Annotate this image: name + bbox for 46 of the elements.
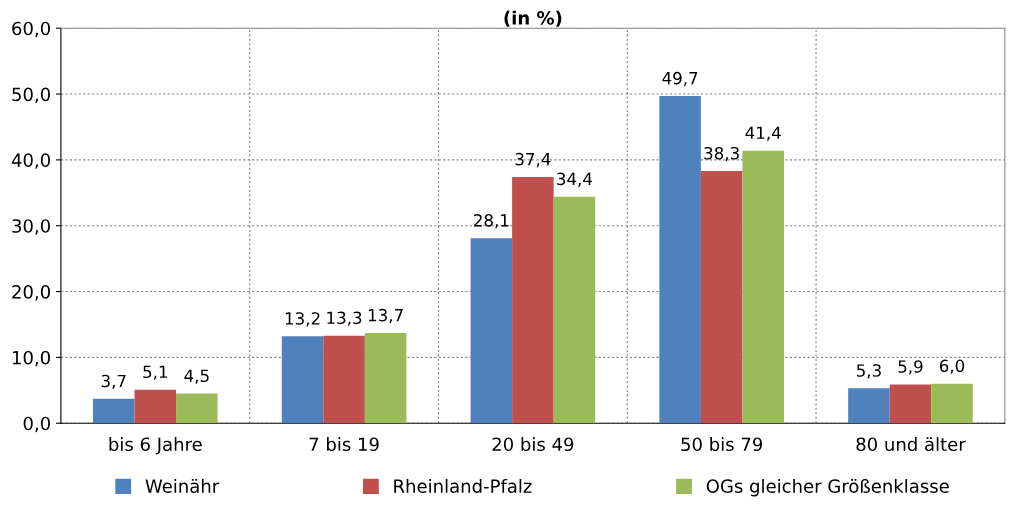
data-label: 34,4 bbox=[557, 172, 593, 187]
x-tick-label: 7 bis 19 bbox=[309, 437, 379, 452]
data-label: 49,7 bbox=[662, 71, 698, 87]
data-label: 28,1 bbox=[474, 214, 509, 229]
data-label: 13,7 bbox=[368, 308, 403, 324]
bar bbox=[176, 393, 218, 424]
data-label: 5,1 bbox=[143, 365, 168, 380]
bar bbox=[323, 335, 365, 424]
bar bbox=[889, 384, 932, 424]
data-label: 3,7 bbox=[101, 374, 126, 389]
y-tick-label: 40,0 bbox=[11, 153, 50, 169]
data-label: 5,3 bbox=[856, 364, 881, 379]
x-tick-label: 80 und älter bbox=[856, 437, 966, 452]
x-tick-label: 20 bis 49 bbox=[492, 437, 574, 452]
data-label: 4,5 bbox=[184, 369, 209, 384]
bar bbox=[700, 171, 743, 424]
bar bbox=[848, 388, 890, 424]
y-tick-label: 0,0 bbox=[23, 416, 50, 433]
y-tick-label: 10,0 bbox=[12, 350, 50, 367]
data-label: 41,4 bbox=[745, 126, 781, 141]
data-label: 13,3 bbox=[327, 311, 362, 326]
bar bbox=[470, 238, 513, 424]
data-label: 37,4 bbox=[515, 152, 551, 168]
bar bbox=[134, 389, 177, 424]
y-tick-label: 60,0 bbox=[12, 21, 50, 38]
legend-label: Rheinland-Pfalz bbox=[394, 478, 532, 493]
bar bbox=[659, 96, 701, 424]
bar bbox=[512, 177, 554, 424]
y-tick-label: 50,0 bbox=[12, 87, 50, 104]
bar bbox=[553, 196, 596, 424]
bar bbox=[281, 336, 324, 424]
bar bbox=[742, 150, 784, 424]
data-label: 38,3 bbox=[704, 146, 739, 162]
legend-label: OGs gleicher Größenklasse bbox=[706, 478, 949, 497]
data-label: 5,9 bbox=[898, 360, 923, 375]
data-label: 13,2 bbox=[285, 312, 320, 327]
data-label: 6,0 bbox=[939, 359, 965, 374]
chart-title: (in %) bbox=[504, 10, 562, 27]
legend-label: Weinähr bbox=[145, 478, 220, 493]
x-tick-label: 50 bis 79 bbox=[681, 437, 763, 452]
y-tick-label: 30,0 bbox=[12, 219, 50, 235]
bar bbox=[92, 398, 135, 424]
bar bbox=[364, 333, 407, 424]
x-tick-label: bis 6 Jahre bbox=[109, 437, 202, 455]
y-tick-label: 20,0 bbox=[12, 285, 50, 301]
bar bbox=[931, 383, 973, 424]
